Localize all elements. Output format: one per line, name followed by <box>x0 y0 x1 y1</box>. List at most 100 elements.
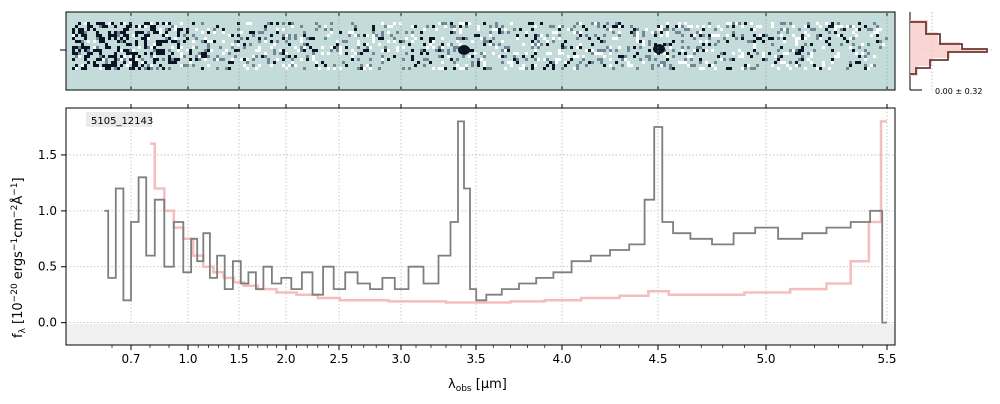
strip-pixel <box>279 52 282 55</box>
strip-pixel <box>585 49 588 52</box>
strip-pixel <box>327 34 330 37</box>
strip-pixel <box>342 61 345 64</box>
strip-pixel <box>147 46 150 49</box>
strip-pixel <box>132 55 135 58</box>
strip-pixel <box>138 25 141 28</box>
strip-pixel <box>81 34 84 37</box>
strip-pixel <box>339 67 342 70</box>
strip-pixel <box>483 40 486 43</box>
x-tick-label: 3.0 <box>391 352 410 366</box>
strip-pixel <box>858 55 861 58</box>
strip-pixel <box>153 31 156 34</box>
strip-pixel <box>447 52 450 55</box>
strip-pixel <box>474 52 477 55</box>
strip-pixel <box>105 43 108 46</box>
strip-pixel <box>393 37 396 40</box>
strip-pixel <box>603 34 606 37</box>
strip-pixel <box>303 49 306 52</box>
strip-pixel <box>876 40 879 43</box>
strip-pixel <box>705 49 708 52</box>
strip-pixel <box>603 40 606 43</box>
x-tick-label: 4.5 <box>648 352 667 366</box>
strip-pixel <box>627 46 630 49</box>
strip-pixel <box>363 67 366 70</box>
strip-pixel <box>558 52 561 55</box>
strip-pixel <box>195 46 198 49</box>
strip-pixel <box>300 58 303 61</box>
strip-pixel <box>867 43 870 46</box>
strip-pixel <box>534 43 537 46</box>
strip-pixel <box>114 61 117 64</box>
strip-pixel <box>270 40 273 43</box>
strip-pixel <box>498 31 501 34</box>
strip-pixel <box>489 40 492 43</box>
strip-pixel <box>387 58 390 61</box>
strip-pixel <box>783 61 786 64</box>
x-tick-label: 5.0 <box>756 352 775 366</box>
strip-pixel <box>123 58 126 61</box>
strip-pixel <box>636 52 639 55</box>
strip-pixel <box>291 64 294 67</box>
strip-pixel <box>471 49 474 52</box>
strip-pixel <box>180 64 183 67</box>
strip-pixel <box>564 46 567 49</box>
strip-pixel <box>177 58 180 61</box>
strip-pixel <box>441 37 444 40</box>
strip-pixel <box>693 34 696 37</box>
strip-pixel <box>594 22 597 25</box>
strip-pixel <box>363 34 366 37</box>
strip-pixel <box>288 37 291 40</box>
strip-pixel <box>453 67 456 70</box>
strip-pixel <box>222 52 225 55</box>
spectrum-1d-panel: 0.7 1.0 1.5 2.0 2.5 3.0 3.5 4.0 4.5 5.0 5.5 0.0 0.5… <box>38 104 897 366</box>
strip-pixel <box>123 22 126 25</box>
strip-pixel <box>684 61 687 64</box>
strip-pixel <box>858 28 861 31</box>
x-tick-label: 4.0 <box>552 352 571 366</box>
strip-pixel <box>303 43 306 46</box>
strip-pixel <box>162 34 165 37</box>
strip-pixel <box>300 46 303 49</box>
strip-pixel <box>105 64 108 67</box>
strip-pixel <box>837 34 840 37</box>
strip-pixel <box>483 55 486 58</box>
strip-pixel <box>804 43 807 46</box>
strip-pixel <box>324 64 327 67</box>
strip-pixel <box>858 61 861 64</box>
strip-pixel <box>123 49 126 52</box>
strip-pixel <box>627 64 630 67</box>
strip-pixel <box>522 55 525 58</box>
strip-pixel <box>699 40 702 43</box>
strip-pixel <box>570 46 573 49</box>
strip-pixel <box>357 46 360 49</box>
strip-pixel <box>606 46 609 49</box>
strip-pixel <box>765 34 768 37</box>
strip-pixel <box>123 28 126 31</box>
strip-pixel <box>837 52 840 55</box>
strip-pixel <box>753 40 756 43</box>
strip-pixel <box>792 49 795 52</box>
strip-pixel <box>582 25 585 28</box>
strip-pixel <box>138 46 141 49</box>
strip-pixel <box>99 25 102 28</box>
strip-pixel <box>825 40 828 43</box>
strip-pixel <box>441 67 444 70</box>
strip-pixel <box>618 46 621 49</box>
strip-pixel <box>216 25 219 28</box>
strip-pixel <box>699 34 702 37</box>
strip-pixel <box>333 64 336 67</box>
strip-pixel <box>387 49 390 52</box>
strip-pixel <box>639 58 642 61</box>
strip-pixel <box>747 64 750 67</box>
strip-pixel <box>405 52 408 55</box>
strip-pixel <box>132 61 135 64</box>
strip-pixel <box>765 58 768 61</box>
strip-pixel <box>864 25 867 28</box>
strip-pixel <box>153 58 156 61</box>
strip-pixel <box>504 46 507 49</box>
strip-pixel <box>84 49 87 52</box>
strip-pixel <box>831 61 834 64</box>
strip-pixel <box>642 40 645 43</box>
strip-pixel <box>147 22 150 25</box>
strip-pixel <box>771 43 774 46</box>
